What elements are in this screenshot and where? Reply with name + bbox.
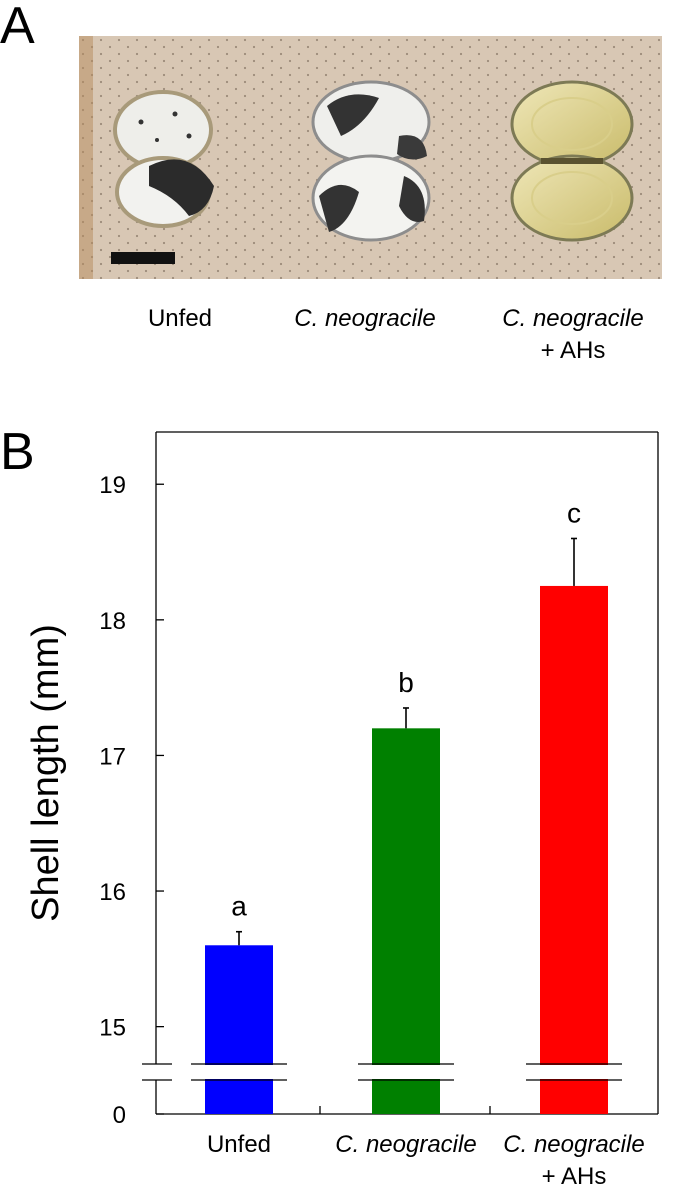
shell-c-neogracile-ahs (510, 80, 634, 242)
caption-unfed: Unfed (147, 305, 213, 332)
panel-a-letter: A (0, 0, 35, 55)
scale-bar (111, 252, 175, 264)
shell-photograph (79, 36, 662, 279)
panel-b-letter: B (0, 423, 35, 481)
bar-1 (372, 728, 440, 1114)
y-tick-label-16: 16 (99, 879, 126, 906)
x-category-label-2-1: + AHs (542, 1163, 607, 1190)
bar-break-gap-1 (358, 1065, 454, 1079)
bar-break-gap-0 (191, 1065, 287, 1079)
x-category-label-0-0: Unfed (207, 1131, 271, 1158)
bar-break-gap-2 (526, 1065, 622, 1079)
caption-c-neogracile: C. neogracile (294, 305, 436, 332)
y-tick-label-19: 19 (99, 472, 126, 499)
y-tick-label-zero: 0 (113, 1102, 126, 1129)
x-category-label-1-0: C. neogracile (335, 1131, 476, 1158)
caption-c-neogracile-ahs-line1: C. neogracile (502, 305, 644, 332)
bar-0 (205, 945, 273, 1114)
shell-unfed (113, 90, 214, 228)
x-category-label-2-0: C. neogracile (503, 1131, 644, 1158)
y-tick-label-17: 17 (99, 743, 126, 770)
y-tick-label-15: 15 (99, 1015, 126, 1042)
significance-label-1: b (398, 667, 414, 698)
bar-2 (540, 585, 608, 1114)
y-axis-title: Shell length (mm) (25, 624, 67, 922)
caption-c-neogracile-ahs-line2: + AHs (540, 337, 606, 364)
shell-c-neogracile (311, 80, 431, 242)
significance-label-2: c (567, 497, 581, 528)
significance-label-0: a (231, 891, 247, 922)
y-tick-label-18: 18 (99, 608, 126, 635)
